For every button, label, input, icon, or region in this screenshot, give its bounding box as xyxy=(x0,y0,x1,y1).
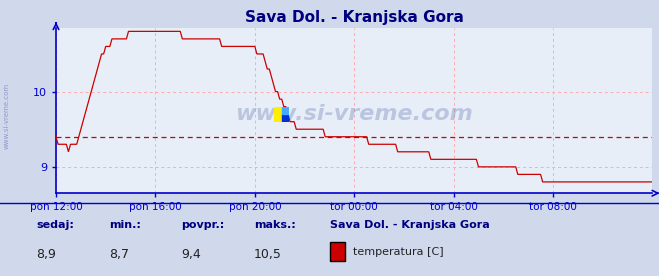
Text: maks.:: maks.: xyxy=(254,220,295,230)
Text: Sava Dol. - Kranjska Gora: Sava Dol. - Kranjska Gora xyxy=(330,220,489,230)
Text: povpr.:: povpr.: xyxy=(181,220,225,230)
Bar xyxy=(281,114,289,122)
Text: sedaj:: sedaj: xyxy=(36,220,74,230)
Text: temperatura [C]: temperatura [C] xyxy=(353,247,444,257)
Bar xyxy=(274,107,281,122)
Text: 8,9: 8,9 xyxy=(36,248,56,261)
Text: 8,7: 8,7 xyxy=(109,248,129,261)
Text: min.:: min.: xyxy=(109,220,140,230)
Bar xyxy=(281,107,289,114)
Text: 10,5: 10,5 xyxy=(254,248,281,261)
Text: www.si-vreme.com: www.si-vreme.com xyxy=(3,83,10,149)
Title: Sava Dol. - Kranjska Gora: Sava Dol. - Kranjska Gora xyxy=(244,10,464,25)
Text: 9,4: 9,4 xyxy=(181,248,201,261)
Text: www.si-vreme.com: www.si-vreme.com xyxy=(235,104,473,124)
